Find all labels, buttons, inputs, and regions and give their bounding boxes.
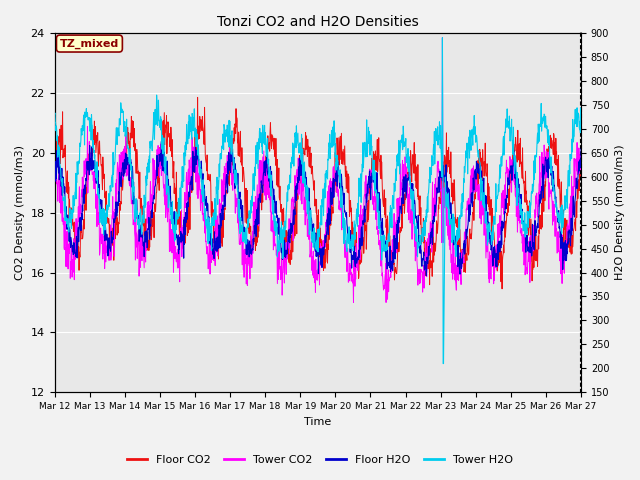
Y-axis label: CO2 Density (mmol/m3): CO2 Density (mmol/m3) — [15, 145, 25, 280]
Text: TZ_mixed: TZ_mixed — [60, 38, 119, 48]
Y-axis label: H2O Density (mmol/m3): H2O Density (mmol/m3) — [615, 145, 625, 280]
Legend: Floor CO2, Tower CO2, Floor H2O, Tower H2O: Floor CO2, Tower CO2, Floor H2O, Tower H… — [123, 451, 517, 469]
X-axis label: Time: Time — [304, 417, 332, 427]
Title: Tonzi CO2 and H2O Densities: Tonzi CO2 and H2O Densities — [217, 15, 419, 29]
